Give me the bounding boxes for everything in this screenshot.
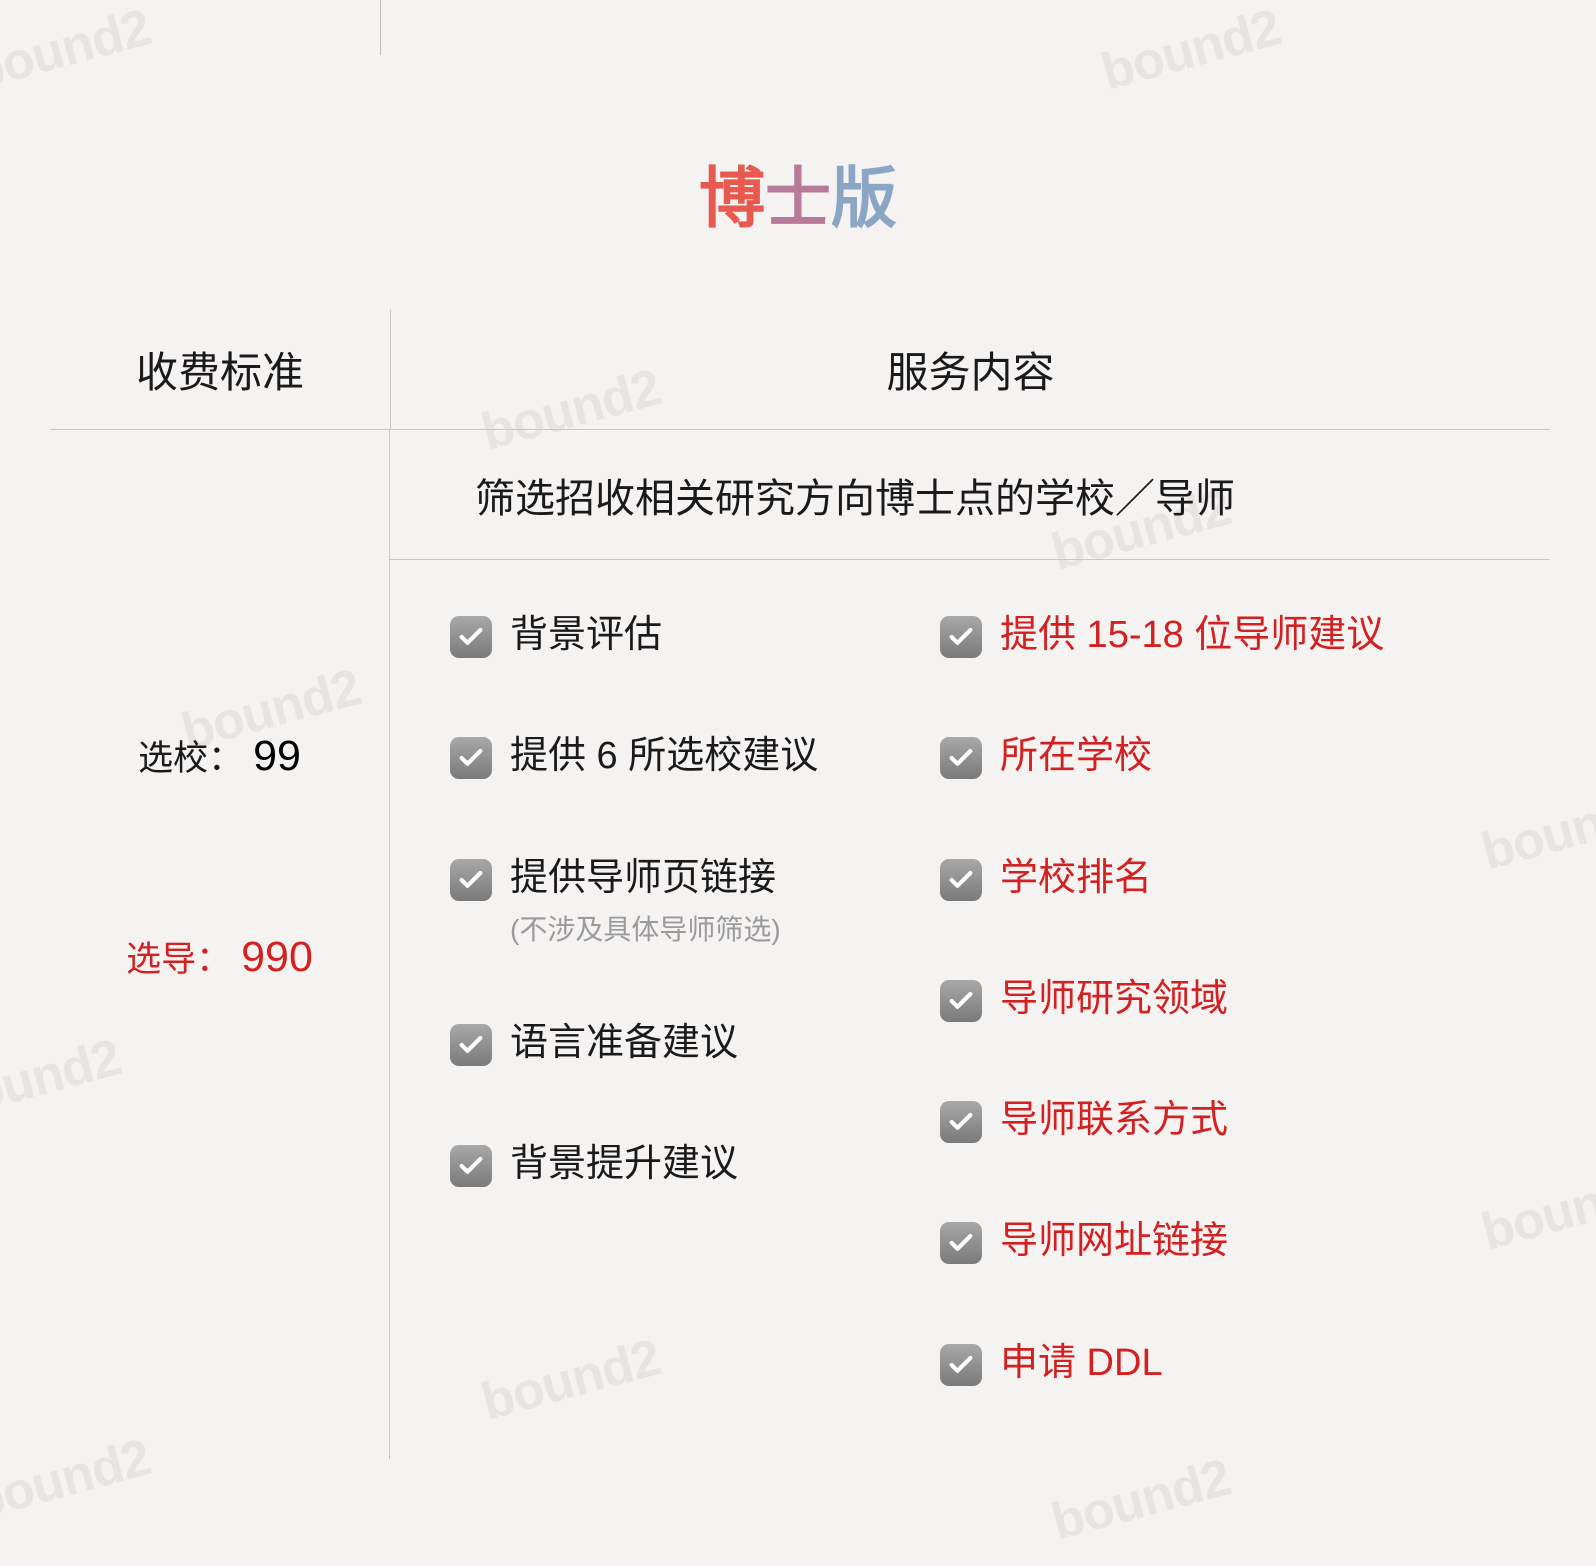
- price-value: 99: [253, 732, 301, 781]
- item-subtext: (不涉及具体导师筛选): [510, 908, 781, 948]
- top-divider: [380, 0, 381, 55]
- item-text: 导师联系方式: [1000, 1095, 1228, 1146]
- check-icon: [940, 1222, 982, 1264]
- service-item: 提供 6 所选校建议: [450, 731, 940, 782]
- check-icon: [940, 980, 982, 1022]
- service-item: 学校排名: [940, 853, 1550, 904]
- pricing-column: 选校： 99 选导： 990: [50, 430, 390, 1459]
- header-pricing: 收费标准: [50, 339, 390, 400]
- services-column: 筛选招收相关研究方向博士点的学校／导师 背景评估提供 6 所选校建议提供导师页链…: [390, 430, 1550, 1459]
- item-text: 所在学校: [1000, 731, 1152, 782]
- table-header: 收费标准 服务内容: [50, 310, 1550, 430]
- title-char-2: 士: [765, 161, 831, 235]
- item-text: 申请 DDL: [1000, 1338, 1163, 1389]
- item-text: 语言准备建议: [510, 1018, 738, 1069]
- title-char-3: 版: [831, 161, 897, 235]
- service-item: 提供导师页链接(不涉及具体导师筛选): [450, 853, 940, 948]
- service-item: 申请 DDL: [940, 1338, 1550, 1389]
- page-title: 博士版: [0, 145, 1596, 241]
- check-icon: [450, 1024, 492, 1066]
- check-icon: [940, 616, 982, 658]
- check-icon: [450, 737, 492, 779]
- watermark: bound2: [0, 0, 156, 102]
- service-item: 导师研究领域: [940, 974, 1550, 1025]
- check-icon: [940, 859, 982, 901]
- services-right-column: 提供 15-18 位导师建议所在学校学校排名导师研究领域导师联系方式导师网址链接…: [940, 610, 1550, 1459]
- services-grid: 背景评估提供 6 所选校建议提供导师页链接(不涉及具体导师筛选)语言准备建议背景…: [390, 560, 1550, 1459]
- item-text: 背景评估: [510, 610, 662, 661]
- service-item: 提供 15-18 位导师建议: [940, 610, 1550, 661]
- table-body: 选校： 99 选导： 990 筛选招收相关研究方向博士点的学校／导师 背景评估提…: [50, 430, 1550, 1459]
- pricing-table: 收费标准 服务内容 选校： 99 选导： 990 筛选招收相关研究方向博士点的学…: [50, 310, 1550, 1459]
- item-text: 提供 15-18 位导师建议: [1000, 610, 1384, 661]
- check-icon: [450, 1145, 492, 1187]
- item-text: 导师研究领域: [1000, 974, 1228, 1025]
- price-value: 990: [241, 933, 313, 982]
- service-item: 背景评估: [450, 610, 940, 661]
- check-icon: [450, 616, 492, 658]
- check-icon: [450, 859, 492, 901]
- service-item: 所在学校: [940, 731, 1550, 782]
- check-icon: [940, 1344, 982, 1386]
- item-text: 背景提升建议: [510, 1139, 738, 1190]
- check-icon: [940, 737, 982, 779]
- service-item: 背景提升建议: [450, 1139, 940, 1190]
- price-label: 选导：: [126, 931, 231, 982]
- watermark: bound2: [1095, 0, 1286, 102]
- services-subtitle: 筛选招收相关研究方向博士点的学校／导师: [390, 430, 1550, 560]
- price-row-advisor: 选导： 990: [50, 931, 389, 982]
- item-text: 导师网址链接: [1000, 1216, 1228, 1267]
- services-left-column: 背景评估提供 6 所选校建议提供导师页链接(不涉及具体导师筛选)语言准备建议背景…: [450, 610, 940, 1459]
- service-item: 导师联系方式: [940, 1095, 1550, 1146]
- item-text: 提供 6 所选校建议: [510, 731, 818, 782]
- price-row-school: 选校： 99: [50, 730, 389, 781]
- price-label: 选校：: [138, 730, 243, 781]
- check-icon: [940, 1101, 982, 1143]
- title-char-1: 博: [699, 161, 765, 235]
- watermark: bound2: [1045, 1448, 1236, 1553]
- item-text: 学校排名: [1000, 853, 1152, 904]
- service-item: 导师网址链接: [940, 1216, 1550, 1267]
- service-item: 语言准备建议: [450, 1018, 940, 1069]
- item-text: 提供导师页链接: [510, 853, 781, 904]
- header-services: 服务内容: [390, 310, 1550, 429]
